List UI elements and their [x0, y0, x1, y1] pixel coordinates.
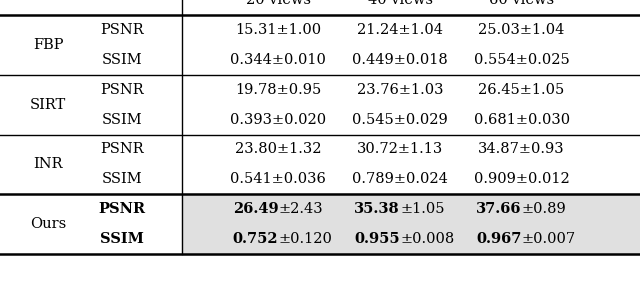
- Text: SSIM: SSIM: [101, 172, 142, 186]
- Text: 23.76±1.03: 23.76±1.03: [356, 83, 444, 97]
- Text: PSNR: PSNR: [100, 23, 143, 37]
- Text: ±2.43: ±2.43: [278, 202, 323, 216]
- Text: 0.909±0.012: 0.909±0.012: [474, 172, 570, 186]
- Text: 25.03±1.04: 25.03±1.04: [479, 23, 564, 37]
- Text: SIRT: SIRT: [30, 98, 66, 112]
- Text: 0.681±0.030: 0.681±0.030: [474, 113, 570, 126]
- Text: 37.66: 37.66: [476, 202, 522, 216]
- Text: ±0.120: ±0.120: [278, 232, 332, 246]
- Text: SSIM: SSIM: [101, 53, 142, 67]
- Text: 0.545±0.029: 0.545±0.029: [352, 113, 448, 126]
- Text: 20 views: 20 views: [246, 0, 311, 7]
- Text: FBP: FBP: [33, 38, 63, 52]
- Text: 0.752: 0.752: [233, 232, 278, 246]
- Text: 35.38: 35.38: [355, 202, 400, 216]
- Text: 0.449±0.018: 0.449±0.018: [352, 53, 448, 67]
- Text: 0.955: 0.955: [355, 232, 400, 246]
- Text: 0.541±0.036: 0.541±0.036: [230, 172, 326, 186]
- Text: PSNR: PSNR: [100, 142, 143, 157]
- Text: PSNR: PSNR: [100, 83, 143, 97]
- Text: 26.49: 26.49: [233, 202, 278, 216]
- Text: 0.554±0.025: 0.554±0.025: [474, 53, 570, 67]
- Text: 26.45±1.05: 26.45±1.05: [479, 83, 564, 97]
- Text: 34.87±0.93: 34.87±0.93: [478, 142, 565, 157]
- Text: ±0.007: ±0.007: [522, 232, 576, 246]
- Text: ±0.89: ±0.89: [522, 202, 566, 216]
- Text: 19.78±0.95: 19.78±0.95: [236, 83, 321, 97]
- Text: 0.789±0.024: 0.789±0.024: [352, 172, 448, 186]
- Text: 23.80±1.32: 23.80±1.32: [235, 142, 322, 157]
- Text: ±0.008: ±0.008: [400, 232, 454, 246]
- Text: PSNR: PSNR: [98, 202, 145, 216]
- Text: 30.72±1.13: 30.72±1.13: [357, 142, 443, 157]
- Text: 0.393±0.020: 0.393±0.020: [230, 113, 326, 126]
- Text: 0.967: 0.967: [476, 232, 522, 246]
- Text: SSIM: SSIM: [100, 232, 143, 246]
- Text: 40 views: 40 views: [367, 0, 433, 7]
- Text: SSIM: SSIM: [101, 113, 142, 126]
- Text: ±1.05: ±1.05: [400, 202, 445, 216]
- Text: 0.344±0.010: 0.344±0.010: [230, 53, 326, 67]
- Text: INR: INR: [33, 157, 63, 171]
- Text: 60 views: 60 views: [489, 0, 554, 7]
- Text: 21.24±1.04: 21.24±1.04: [357, 23, 443, 37]
- Text: 15.31±1.00: 15.31±1.00: [236, 23, 321, 37]
- Text: Ours: Ours: [30, 217, 66, 231]
